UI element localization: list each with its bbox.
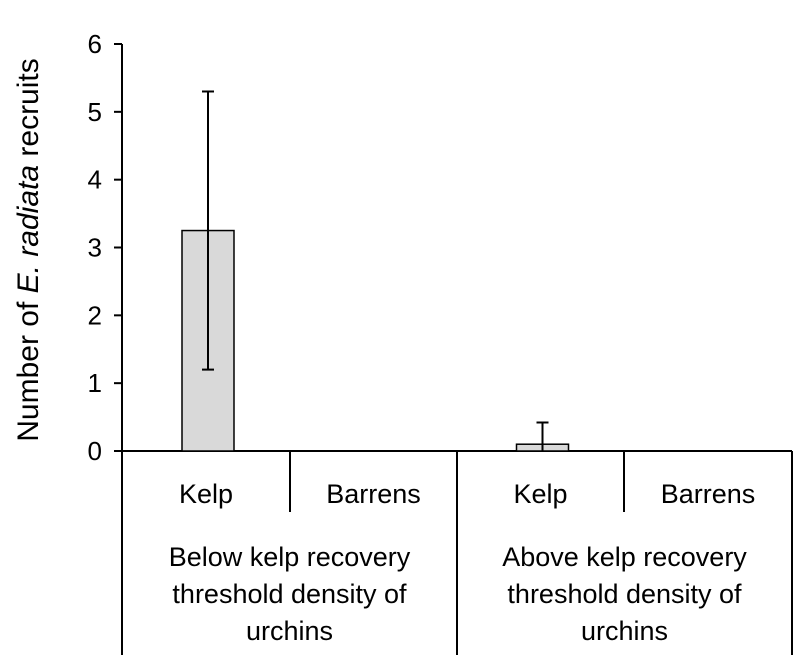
- y-tick-label: 2: [88, 300, 102, 330]
- group-label-line: urchins: [581, 616, 668, 646]
- group-label-line: threshold density of: [172, 579, 407, 609]
- y-axis-label-part: recruits: [12, 58, 45, 165]
- group-label-line: urchins: [246, 616, 333, 646]
- y-axis-label: Number of E. radiata recruits: [12, 58, 45, 442]
- y-axis-ticks: 0 1 2 3 4 5 6: [88, 29, 122, 466]
- category-label: Kelp: [179, 479, 233, 509]
- y-axis-label-part: E. radiata: [12, 165, 45, 293]
- category-label: Barrens: [661, 479, 756, 509]
- y-tick-label: 6: [88, 29, 102, 59]
- category-labels: Kelp Barrens Kelp Barrens: [179, 479, 755, 509]
- category-label: Kelp: [513, 479, 567, 509]
- group-label-line: Above kelp recovery: [502, 542, 747, 572]
- group-label-line: threshold density of: [507, 579, 742, 609]
- error-bars: [202, 90, 549, 451]
- bars: [181, 229, 570, 452]
- y-tick-label: 1: [88, 368, 102, 398]
- y-tick-label: 5: [88, 97, 102, 127]
- group-labels: Below kelp recovery threshold density of u…: [169, 542, 748, 646]
- category-label: Barrens: [326, 479, 421, 509]
- y-tick-label: 4: [88, 165, 102, 195]
- y-axis-label-part: Number of: [12, 293, 45, 441]
- y-tick-label: 0: [88, 436, 102, 466]
- y-tick-label: 3: [88, 233, 102, 263]
- group-label-line: Below kelp recovery: [169, 542, 411, 572]
- y-axis-label-group: Number of E. radiata recruits: [12, 58, 45, 442]
